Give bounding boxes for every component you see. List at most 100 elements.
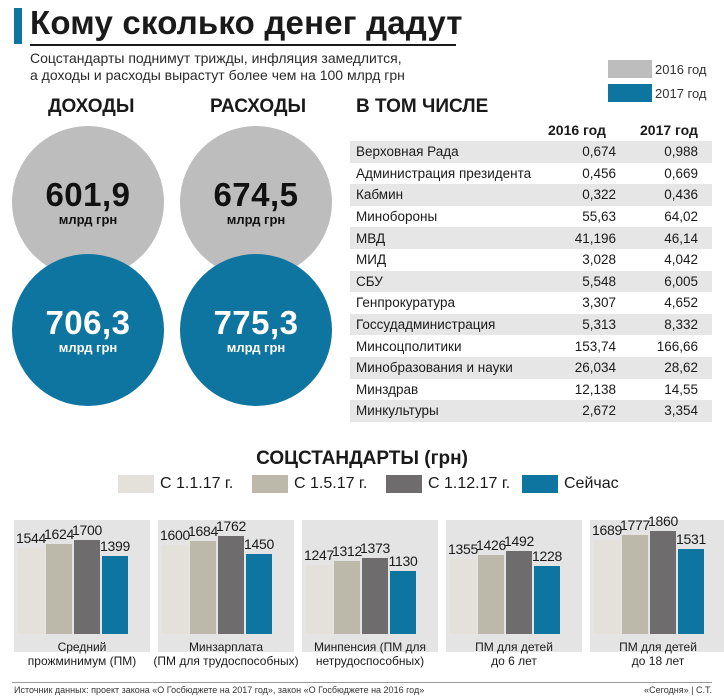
legend-2016-label: 2016 год xyxy=(655,61,707,77)
chart-group-label-line-2: до 18 лет xyxy=(631,654,685,668)
income-2016-unit: млрд грн xyxy=(58,211,118,227)
table-row: Администрация президента 0,456 0,669 xyxy=(350,163,712,185)
chart-legend-label: С 1.5.17 г. xyxy=(294,475,368,492)
income-heading: ДОХОДЫ xyxy=(48,96,135,117)
bar xyxy=(622,535,648,634)
table-cell-2017: 8,332 xyxy=(664,317,698,333)
expenses-heading: РАСХОДЫ xyxy=(210,96,307,117)
chart-group-label-line-2: до 6 лет xyxy=(491,654,537,668)
chart-legend-label: С 1.1.17 г. xyxy=(160,475,234,492)
chart-legend-label: С 1.12.17 г. xyxy=(428,475,511,492)
legend-2017-label: 2017 год xyxy=(655,85,707,101)
income-2016-value: 601,9 xyxy=(45,175,131,213)
expenses-2016-unit: млрд грн xyxy=(226,211,286,227)
income-2017-unit: млрд грн xyxy=(58,339,118,355)
table-cell-name: Администрация президента xyxy=(356,165,532,181)
bar-value-label: 1531 xyxy=(676,531,706,547)
credit: «Сегодня» | С.Т. xyxy=(644,685,712,695)
bar xyxy=(650,531,676,634)
bar-value-label: 1247 xyxy=(304,547,334,563)
table-row: Госсудадминистрация 5,313 8,332 xyxy=(350,313,712,336)
chart-group-label-line-1: Средний xyxy=(57,640,107,654)
table-cell-2016: 0,674 xyxy=(582,144,616,160)
table-row: Минкультуры 2,672 3,354 xyxy=(350,400,712,422)
table-cell-2017: 6,005 xyxy=(664,273,698,289)
table-cell-2016: 0,322 xyxy=(582,187,616,203)
expenses-2017-value: 775,3 xyxy=(213,303,299,341)
table-cell-2017: 0,669 xyxy=(664,165,698,181)
legend-2017: 2017 год xyxy=(608,84,707,102)
table-row: Минсоцполитики 153,74 166,66 xyxy=(350,335,712,357)
table-cell-2017: 28,62 xyxy=(664,360,698,376)
bar-value-label: 1544 xyxy=(16,530,46,546)
table-cell-2016: 153,74 xyxy=(574,338,616,354)
table-row: МВД 41,196 46,14 xyxy=(350,227,712,249)
table-cell-2016: 3,307 xyxy=(582,295,616,311)
bar xyxy=(218,536,244,634)
bar xyxy=(246,554,272,634)
subtitle: Соцстандарты поднимут трижды, инфляция з… xyxy=(30,50,470,84)
bar xyxy=(74,540,100,634)
bar-value-label: 1355 xyxy=(448,541,478,557)
bar-value-label: 1777 xyxy=(620,517,650,533)
bar-value-label: 1689 xyxy=(592,522,622,538)
chart-legend-swatch xyxy=(118,475,154,493)
bar-value-label: 1312 xyxy=(332,543,362,559)
chart-legend-swatch xyxy=(522,475,558,493)
income-2016-circle: 601,9 млрд грн xyxy=(12,126,164,278)
bar-value-label: 1600 xyxy=(160,527,190,543)
table-cell-2016: 55,63 xyxy=(582,209,616,225)
table-cell-2016: 3,028 xyxy=(582,252,616,268)
bar xyxy=(450,559,476,634)
chart-legend-label: Сейчас xyxy=(564,475,619,492)
ministry-table: Верховная Рада 0,674 0,988 Администрация пр… xyxy=(350,141,712,422)
table-row: Кабмин 0,322 0,436 xyxy=(350,184,712,206)
subtitle-line-2: а доходы и расходы вырастут более чем на… xyxy=(30,67,405,83)
bar-value-label: 1426 xyxy=(476,537,506,553)
expenses-2017-circle: 775,3 млрд грн xyxy=(180,254,332,406)
title-underline xyxy=(30,44,456,46)
subtitle-line-1: Соцстандарты поднимут трижды, инфляция з… xyxy=(30,50,402,66)
table-cell-2016: 2,672 xyxy=(582,403,616,419)
bar xyxy=(534,566,560,634)
table-cell-2017: 3,354 xyxy=(664,403,698,419)
table-cell-2017: 46,14 xyxy=(664,230,698,246)
legend-2017-swatch xyxy=(608,84,652,102)
table-row: МИД 3,028 4,042 xyxy=(350,249,712,271)
table-cell-2017: 0,436 xyxy=(664,187,698,203)
bar xyxy=(162,545,188,634)
chart-group-label: Средний прожминимум (ПМ) xyxy=(7,640,157,668)
bar xyxy=(46,544,72,634)
bar xyxy=(306,565,332,634)
table-cell-name: Минобороны xyxy=(356,209,438,225)
table-cell-2017: 4,042 xyxy=(664,252,698,268)
chart-legend-swatch xyxy=(386,475,422,493)
table-cell-2017: 0,988 xyxy=(664,144,698,160)
table-row: Верховная Рада 0,674 0,988 xyxy=(350,141,712,163)
bar xyxy=(190,541,216,634)
bar xyxy=(18,548,44,634)
expenses-2017-unit: млрд грн xyxy=(226,339,286,355)
bar-value-label: 1492 xyxy=(504,533,534,549)
table-cell-2017: 166,66 xyxy=(656,338,698,354)
source-note: Источник данных: проект закона «О Госбюд… xyxy=(14,685,425,695)
chart-group-label-line-2: прожминимум (ПМ) xyxy=(27,654,137,668)
table-cell-name: Минсоцполитики xyxy=(356,338,462,354)
bar xyxy=(678,549,704,634)
chart-legend-item: С 1.1.17 г. xyxy=(118,475,233,493)
bar-value-label: 1228 xyxy=(532,548,562,564)
chart-legend-swatch xyxy=(252,475,288,493)
table-row: Минобразования и науки 26,034 28,62 xyxy=(350,356,712,379)
expenses-2016-circle: 674,5 млрд грн xyxy=(180,126,332,278)
table-cell-name: Минобразования и науки xyxy=(356,360,513,376)
bar xyxy=(506,551,532,634)
bar-value-label: 1399 xyxy=(100,538,130,554)
bar-value-label: 1373 xyxy=(360,540,390,556)
income-2017-value: 706,3 xyxy=(45,303,131,341)
chart-group-label-line-1: Минпенсия (ПМ для xyxy=(313,640,427,654)
table-row: СБУ 5,548 6,005 xyxy=(350,270,712,293)
bar xyxy=(362,558,388,634)
chart-group-label-line-2: (ПМ для трудоспособных) xyxy=(153,654,299,668)
table-cell-name: Верховная Рада xyxy=(356,144,459,160)
chart-group-label: Минпенсия (ПМ для нетрудоспособных) xyxy=(295,640,445,668)
